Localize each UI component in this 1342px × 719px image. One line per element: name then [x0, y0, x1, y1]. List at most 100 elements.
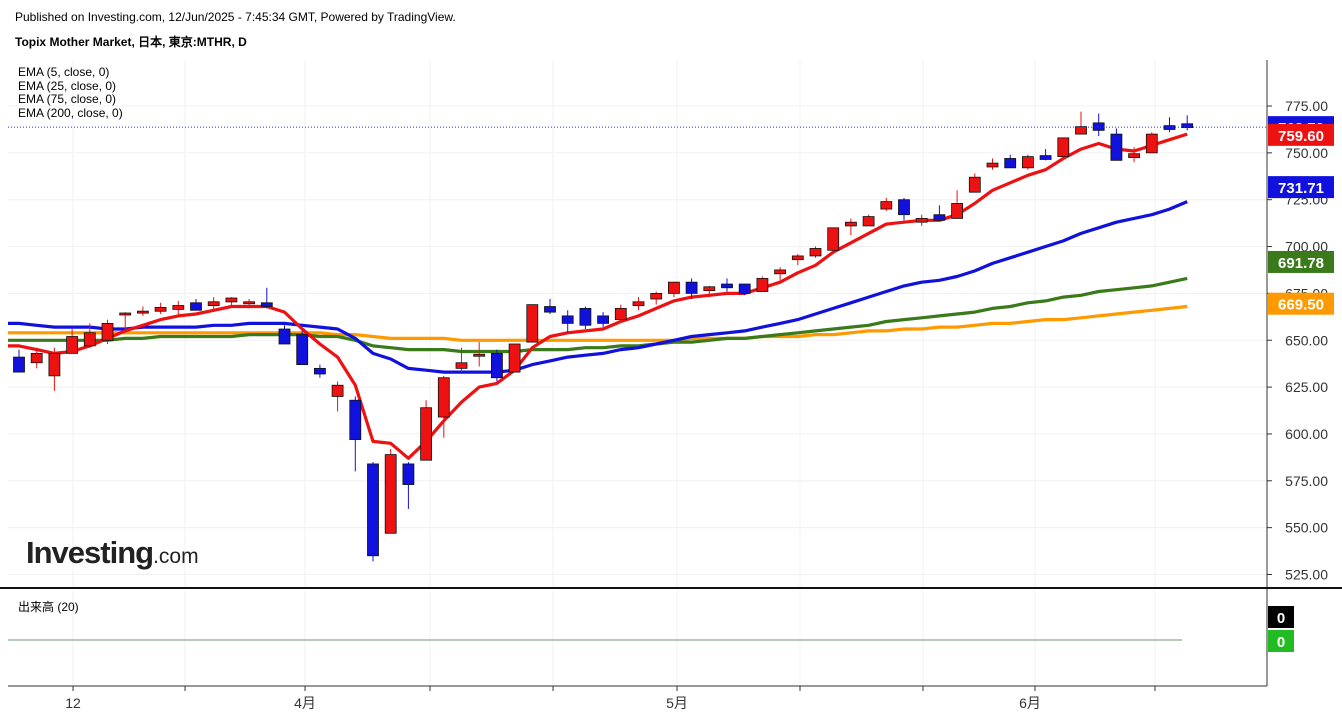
candle-body: [774, 269, 786, 275]
candle-body: [968, 176, 981, 193]
volume-badge-bg: [1268, 606, 1294, 628]
candle: [526, 304, 539, 343]
candle-body: [136, 310, 149, 314]
y-tick-label: 700.00: [1285, 239, 1328, 255]
logo-suffix: .com: [153, 545, 199, 568]
candle: [384, 448, 397, 534]
candle-body: [1022, 156, 1034, 169]
candle: [809, 246, 822, 258]
candle-body: [13, 356, 25, 373]
candle-body: [384, 454, 397, 534]
candle-body: [845, 221, 857, 227]
x-axis: 12 4月 5月 6月: [65, 686, 1156, 711]
y-tick-label: 525.00: [1285, 567, 1328, 583]
candle-body: [721, 283, 733, 289]
ema25-badge-bg: [1268, 176, 1334, 199]
candle: [668, 281, 680, 298]
candle-body: [508, 343, 521, 373]
ema-75-line: [8, 276, 1188, 354]
volume-badge-label: 0: [1277, 610, 1285, 627]
y-tick-label: 625.00: [1285, 379, 1328, 395]
candle: [66, 329, 78, 354]
candle-body: [101, 322, 114, 341]
candle-body: [827, 227, 840, 251]
y-tick-label: 600.00: [1285, 426, 1328, 442]
candle-body: [809, 248, 822, 257]
candle: [827, 227, 840, 253]
x-tick-label: 5月: [666, 695, 688, 711]
candle-body: [437, 377, 450, 418]
candle: [1092, 113, 1105, 136]
candle: [119, 312, 132, 330]
candle-body: [225, 297, 238, 303]
volume-pane: 00: [8, 606, 1294, 652]
ema5-badge-bg: [1268, 123, 1334, 146]
candle: [1145, 132, 1158, 154]
candle-body: [561, 315, 574, 324]
candle-body: [544, 306, 556, 313]
candle-body: [526, 304, 539, 343]
candle-body: [668, 281, 680, 294]
axes: 525.00550.00575.00600.00625.00650.00675.…: [0, 60, 1342, 687]
candle-body: [632, 301, 645, 307]
y-tick-label: 750.00: [1285, 145, 1328, 161]
candle: [845, 218, 857, 236]
candle-body: [349, 399, 362, 440]
candle-body: [1128, 153, 1140, 158]
y-tick-label: 650.00: [1285, 332, 1328, 348]
candle-body: [791, 255, 804, 261]
ema-legend-item-25: EMA (25, close, 0): [18, 78, 117, 93]
candle-body: [951, 203, 963, 219]
candle-body: [243, 301, 256, 305]
x-tick-label: 6月: [1019, 695, 1041, 711]
candle-body: [1092, 122, 1105, 131]
candle-body: [48, 352, 61, 377]
candle: [243, 299, 256, 309]
candle: [933, 205, 946, 221]
candle-body: [579, 307, 592, 326]
candle: [13, 349, 25, 373]
candle: [632, 297, 645, 311]
candle: [544, 299, 556, 315]
candle: [579, 306, 592, 330]
candle: [190, 299, 202, 311]
candle: [703, 285, 716, 298]
candle: [1004, 154, 1017, 169]
candle: [437, 375, 450, 438]
candle: [30, 347, 43, 369]
candle-body: [420, 407, 433, 461]
candle: [862, 214, 875, 227]
candle-body: [1039, 155, 1052, 160]
candle: [1075, 111, 1087, 135]
candle-body: [862, 216, 875, 227]
candle-body: [1145, 133, 1158, 154]
ema-legend: EMA (5, close, 0) EMA (25, close, 0) EMA…: [18, 65, 123, 120]
candle-body: [402, 463, 415, 485]
volume-badge-label: 0: [1277, 634, 1285, 651]
ema5-badge-label: 759.60: [1278, 128, 1324, 145]
candle-body: [490, 352, 503, 379]
candle: [738, 283, 751, 296]
candle-body: [473, 353, 486, 357]
candle-body: [119, 312, 132, 316]
candle: [1128, 147, 1140, 163]
candle: [915, 214, 928, 226]
candle-body: [190, 302, 202, 311]
candle: [951, 190, 963, 219]
candle-body: [898, 199, 910, 216]
candles: [13, 111, 1194, 562]
candle: [880, 197, 893, 211]
candle: [48, 347, 61, 391]
candle: [1022, 154, 1034, 170]
y-tick-label: 575.00: [1285, 473, 1328, 489]
candle: [313, 364, 326, 378]
candle-body: [455, 362, 468, 369]
y-tick-label: 775.00: [1285, 98, 1328, 114]
candle-body: [614, 307, 627, 321]
ema75-badge-bg: [1268, 250, 1334, 273]
candle-body: [367, 463, 379, 557]
candle: [986, 158, 999, 170]
candle: [756, 276, 769, 292]
